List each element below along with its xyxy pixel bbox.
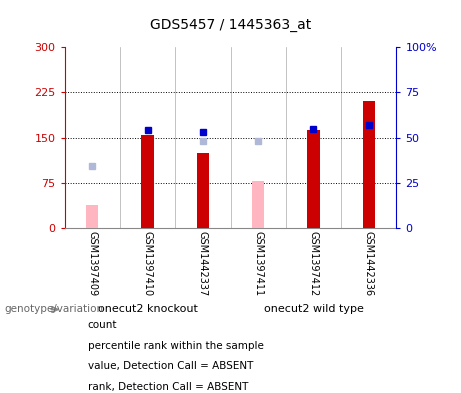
Bar <box>86 205 98 228</box>
Bar <box>197 152 209 228</box>
Text: count: count <box>88 320 117 331</box>
Text: genotype/variation: genotype/variation <box>5 305 104 314</box>
Bar <box>363 101 375 228</box>
Text: GSM1397412: GSM1397412 <box>308 231 319 297</box>
Text: percentile rank within the sample: percentile rank within the sample <box>88 341 264 351</box>
Text: GDS5457 / 1445363_at: GDS5457 / 1445363_at <box>150 18 311 32</box>
Text: onecut2 knockout: onecut2 knockout <box>98 305 197 314</box>
Bar <box>252 181 264 228</box>
Text: GSM1442336: GSM1442336 <box>364 231 374 297</box>
Text: GSM1397409: GSM1397409 <box>87 231 97 297</box>
Text: GSM1397410: GSM1397410 <box>142 231 153 297</box>
Bar <box>307 130 319 228</box>
Text: rank, Detection Call = ABSENT: rank, Detection Call = ABSENT <box>88 382 248 392</box>
Text: GSM1442337: GSM1442337 <box>198 231 208 297</box>
Text: value, Detection Call = ABSENT: value, Detection Call = ABSENT <box>88 361 253 371</box>
Bar <box>142 134 154 228</box>
Text: GSM1397411: GSM1397411 <box>253 231 263 297</box>
Text: onecut2 wild type: onecut2 wild type <box>264 305 363 314</box>
